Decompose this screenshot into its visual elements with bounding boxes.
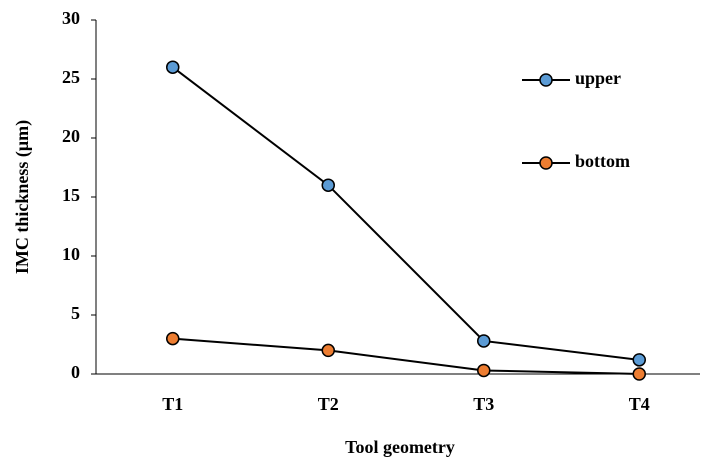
legend-label: upper <box>575 68 621 88</box>
x-tick-label: T3 <box>473 394 494 414</box>
y-tick-label: 5 <box>71 303 80 323</box>
point <box>321 343 335 358</box>
point <box>477 363 491 378</box>
point <box>166 60 180 74</box>
y-tick-label: 30 <box>62 8 80 28</box>
point <box>632 367 646 381</box>
y-tick-label: 0 <box>71 362 80 382</box>
point <box>166 331 180 346</box>
legend-marker <box>539 73 553 87</box>
y-tick-label: 25 <box>62 67 80 87</box>
legend-label: bottom <box>575 151 630 171</box>
x-tick-label: T2 <box>318 394 339 414</box>
y-tick-label: 20 <box>62 126 80 146</box>
point <box>477 334 491 348</box>
series-line <box>172 337 640 375</box>
point <box>321 178 335 192</box>
series-line <box>172 66 640 361</box>
y-axis-title: IMC thickness (μm) <box>12 120 33 274</box>
point <box>632 353 646 367</box>
x-tick-label: T1 <box>162 394 183 414</box>
legend-marker <box>539 156 553 170</box>
y-tick-label: 10 <box>62 244 80 264</box>
x-tick-label: T4 <box>629 394 650 414</box>
x-axis-title: Tool geometry <box>345 437 455 457</box>
y-tick-label: 15 <box>62 185 80 205</box>
